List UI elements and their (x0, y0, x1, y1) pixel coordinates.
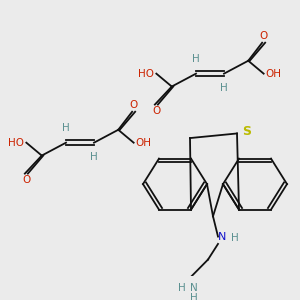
Text: H: H (178, 283, 186, 292)
Text: O: O (260, 31, 268, 41)
Text: H: H (220, 83, 228, 93)
Text: N: N (218, 232, 226, 242)
Text: O: O (130, 100, 138, 110)
Text: OH: OH (266, 69, 282, 79)
Text: S: S (242, 125, 251, 138)
Text: H: H (192, 54, 200, 64)
Text: N: N (190, 283, 198, 292)
Text: O: O (152, 106, 160, 116)
Text: H: H (62, 124, 70, 134)
Text: O: O (22, 176, 31, 185)
Text: OH: OH (136, 138, 152, 148)
Text: HO: HO (138, 69, 154, 79)
Text: H: H (231, 233, 239, 243)
Text: H: H (90, 152, 98, 162)
Text: HO: HO (8, 138, 24, 148)
Text: H: H (190, 293, 198, 300)
